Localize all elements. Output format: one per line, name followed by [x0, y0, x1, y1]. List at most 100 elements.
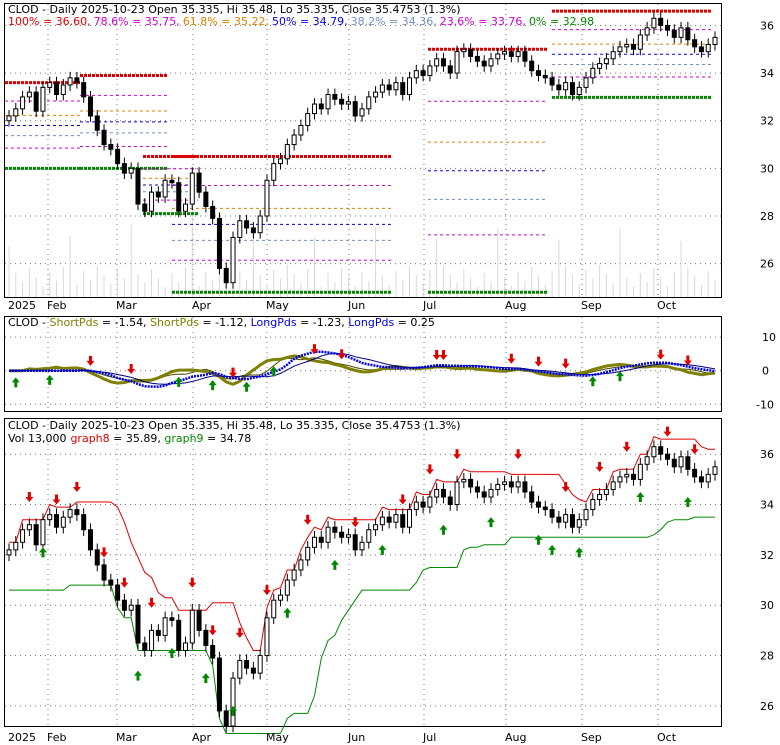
- x-tick-label: Mar: [116, 299, 137, 312]
- candle-body: [345, 101, 351, 105]
- indicator-panel-title: CLOD - Daily 2025-10-23 Open 35.335, Hi …: [8, 419, 461, 432]
- oscillator-y-axis: -10 0 10: [756, 331, 776, 411]
- fib-legend-item: 61.8% = 35.22,: [183, 15, 269, 28]
- indicator-legend: Vol 13,000 graph8 = 35.89, graph9 = 34.78: [8, 432, 251, 445]
- candle-body: [692, 39, 698, 48]
- indicator-y-axis: 26 28 30 32 34 36: [760, 448, 774, 713]
- candle-body: [121, 163, 127, 174]
- indicator-candles: [6, 440, 718, 733]
- candle-body: [230, 236, 236, 284]
- indicator-arrows: [25, 426, 699, 716]
- fib-legend-item: 38.2% = 34.36,: [351, 15, 437, 28]
- y-tick-label: -10: [756, 398, 774, 411]
- candle-body: [576, 519, 582, 528]
- candle-body: [454, 481, 460, 506]
- sell-arrow: [52, 494, 61, 505]
- candle-body: [603, 488, 609, 495]
- fibonacci-legend: 100% = 36.60, 78.6% = 35.75, 61.8% = 35.22…: [8, 15, 594, 28]
- candle-body: [712, 36, 718, 45]
- sell-arrow: [147, 597, 156, 608]
- x-tick-label: Jul: [422, 731, 436, 744]
- oscillator-arrows: [11, 344, 692, 392]
- price-candles: [6, 12, 718, 289]
- candle-body: [542, 506, 548, 511]
- buy-arrow: [378, 544, 387, 555]
- sell-arrow: [398, 494, 407, 505]
- candle-body: [420, 501, 426, 508]
- candle-body: [210, 205, 216, 219]
- sell-arrow: [425, 464, 434, 475]
- candle-body: [563, 82, 569, 91]
- candle-body: [74, 77, 80, 84]
- candle-body: [502, 481, 508, 485]
- fib-legend-item: 100% = 36.60,: [8, 15, 91, 28]
- candle-body: [216, 657, 222, 712]
- candle-body: [311, 536, 317, 548]
- price-panel-title: CLOD - Daily 2025-10-23 Open 35.335, Hi …: [8, 3, 461, 16]
- y-tick-label: 0: [762, 365, 769, 378]
- candle-body: [515, 481, 521, 488]
- candle-body: [149, 629, 155, 652]
- candle-body: [461, 48, 467, 53]
- price-y-axis: 26 28 30 32 34 36: [760, 19, 774, 270]
- candle-body: [264, 179, 270, 217]
- candle-body: [33, 91, 39, 112]
- candle-body: [244, 220, 250, 229]
- candle-body: [142, 642, 148, 652]
- candle-body: [393, 82, 399, 91]
- oscillator-legend-item: ShortPds: [50, 316, 99, 329]
- candle-body: [339, 98, 345, 105]
- x-tick-label: Sep: [581, 299, 602, 312]
- candle-body: [203, 629, 209, 646]
- candle-body: [590, 67, 596, 79]
- candle-body: [664, 453, 670, 460]
- candle-body: [26, 524, 32, 531]
- x-tick-label: 2025: [8, 299, 36, 312]
- candle-body: [685, 456, 691, 470]
- candle-body: [529, 60, 535, 72]
- oscillator-legend: CLOD - ShortPds = -1.54, ShortPds = -1.1…: [8, 316, 435, 329]
- candle-body: [108, 579, 114, 586]
- candle-body: [440, 488, 446, 498]
- candle-body: [549, 77, 555, 86]
- candle-body: [183, 203, 188, 212]
- candle-body: [624, 473, 630, 478]
- candle-body: [502, 51, 508, 55]
- buy-arrow: [45, 374, 54, 385]
- candle-body: [176, 619, 182, 652]
- candle-body: [47, 514, 53, 521]
- sell-arrow: [262, 585, 271, 596]
- x-tick-label: 2025: [8, 731, 36, 744]
- oscillator-legend-item: = -1.23,: [297, 316, 349, 329]
- candle-body: [169, 179, 175, 184]
- oscillator-grid: [5, 317, 721, 411]
- candle-body: [176, 182, 182, 212]
- sell-arrow: [229, 367, 238, 378]
- candle-body: [488, 58, 494, 67]
- candle-body: [162, 617, 168, 636]
- candle-body: [244, 660, 250, 669]
- candle-body: [583, 77, 589, 88]
- candle-body: [386, 516, 392, 523]
- candle-body: [196, 609, 202, 631]
- candle-body: [705, 43, 711, 53]
- x-tick-label: Oct: [657, 731, 677, 744]
- sell-arrow: [663, 426, 672, 437]
- candle-body: [284, 144, 290, 160]
- candle-body: [651, 446, 657, 458]
- candle-body: [271, 599, 277, 619]
- oscillator-legend-item: ShortPds: [150, 316, 199, 329]
- x-tick-label: Apr: [192, 731, 212, 744]
- candle-body: [359, 541, 365, 551]
- sell-arrow: [534, 356, 543, 367]
- candle-body: [318, 103, 324, 110]
- candle-body: [101, 564, 107, 581]
- candle-body: [664, 24, 670, 31]
- candle-body: [563, 514, 569, 523]
- candle-body: [223, 267, 229, 284]
- candle-body: [257, 215, 263, 234]
- sell-arrow: [561, 481, 570, 492]
- x-tick-label: Aug: [505, 299, 526, 312]
- candle-body: [189, 172, 195, 205]
- candle-body: [698, 476, 704, 483]
